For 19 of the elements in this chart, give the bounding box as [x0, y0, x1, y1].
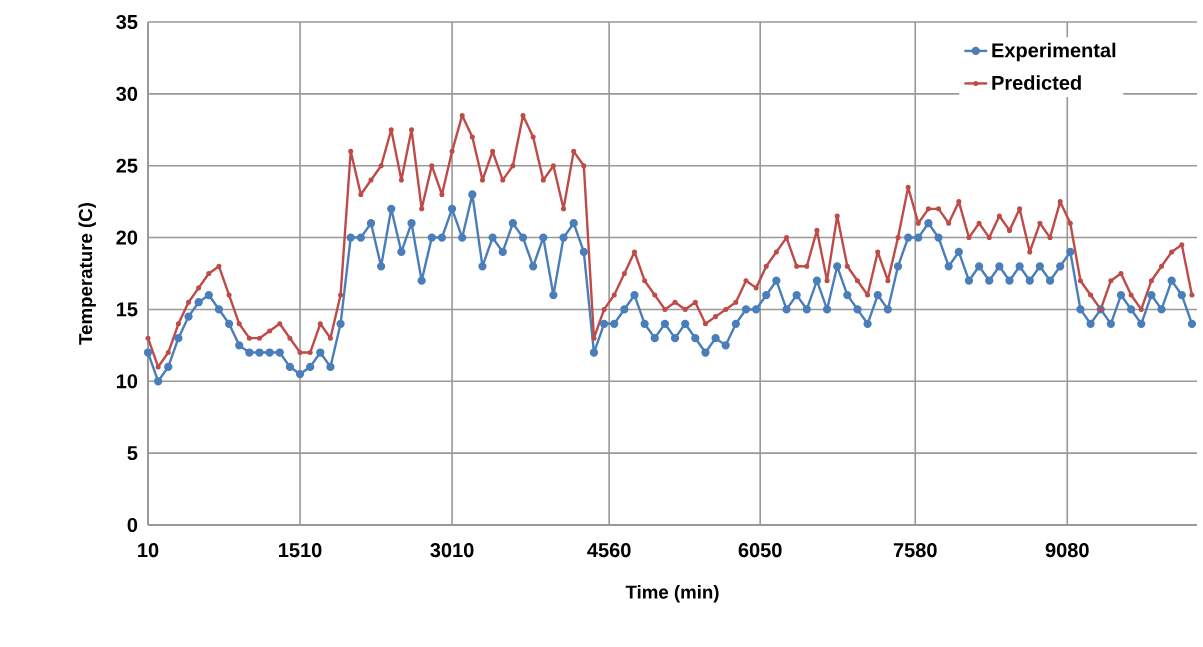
x-tick-label: 3010	[430, 543, 474, 558]
y-tick-label: 35	[116, 14, 138, 30]
y-tick-label: 20	[116, 230, 138, 245]
legend-label: Experimental	[992, 42, 1116, 62]
x-tick-label: 9080	[1045, 543, 1089, 558]
y-tick-label: 30	[116, 86, 138, 101]
legend-label: Predicted	[992, 75, 1081, 90]
y-axis-title: Temperature (C)	[78, 203, 96, 345]
y-tick-label: 0	[127, 517, 138, 533]
x-tick-label: 4560	[587, 543, 631, 558]
x-tick-label: 1510	[279, 543, 322, 558]
x-tick-label: 7580	[893, 543, 937, 558]
y-tick-label: 25	[116, 158, 138, 173]
x-tick-label: 6050	[738, 543, 782, 558]
x-tick-label: 10	[138, 543, 159, 558]
y-tick-label: 15	[116, 302, 138, 317]
y-tick-label: 10	[116, 374, 138, 389]
y-tick-label: 5	[127, 446, 138, 461]
x-axis-title: Time (min)	[625, 585, 719, 603]
